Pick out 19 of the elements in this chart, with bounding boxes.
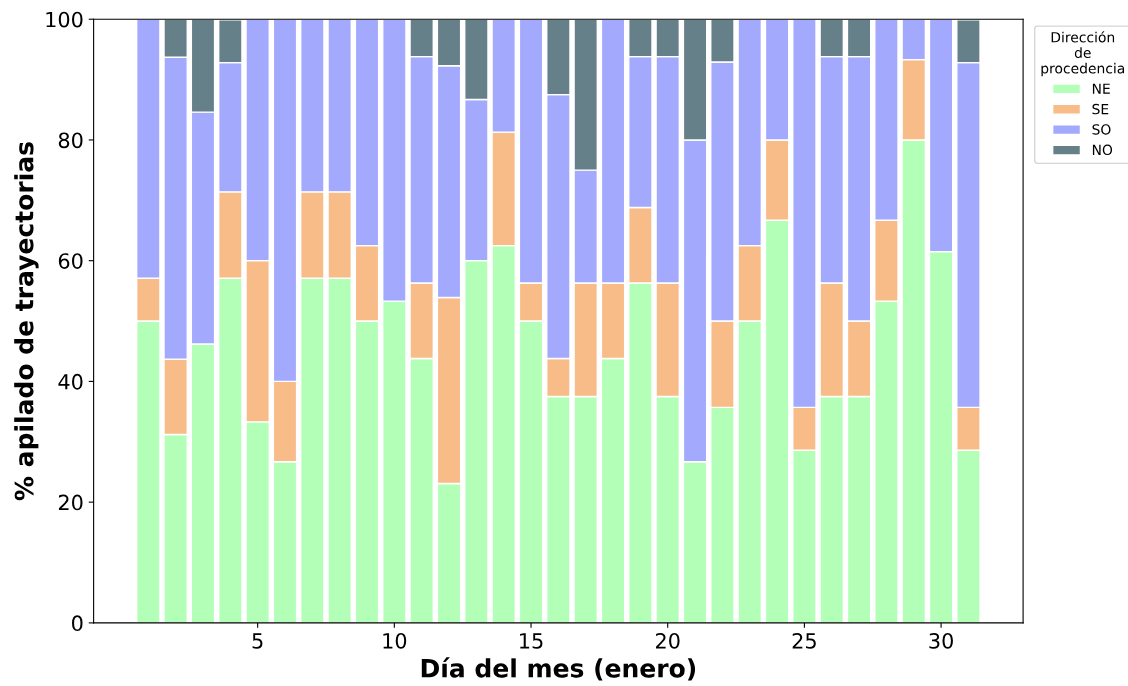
x-tick-label: 25	[792, 632, 816, 649]
y-tick-label: 40	[58, 373, 83, 390]
x-tick-label: 10	[383, 632, 407, 649]
x-tick-label: 5	[252, 633, 263, 649]
x-tick-label: 20	[655, 632, 680, 649]
y-tick-label: 20	[58, 494, 83, 511]
x-axis-title: Día del mes (enero)	[421, 657, 696, 681]
y-tick-label: 80	[58, 132, 83, 149]
x-tick-label: 15	[520, 633, 543, 649]
x-tick-label: 30	[929, 632, 953, 649]
legend-label: NO	[1092, 144, 1113, 156]
legend-label: SE	[1092, 103, 1109, 115]
legend-title: Dirección de procedencia	[1041, 31, 1125, 77]
legend-label: NE	[1092, 83, 1110, 94]
y-tick-label: 60	[58, 253, 83, 269]
y-axis-title: % apilado de trayectorias	[14, 142, 39, 501]
legend-label: SO	[1092, 124, 1111, 135]
y-tick-label: 0	[72, 615, 83, 632]
y-tick-label: 100	[46, 11, 83, 28]
